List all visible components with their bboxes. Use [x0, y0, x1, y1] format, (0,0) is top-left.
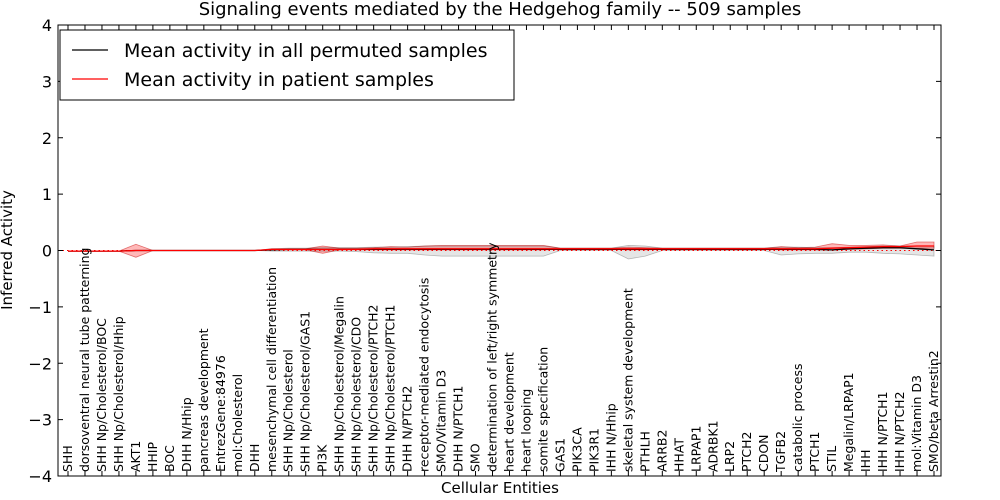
x-tick-label: DHH N/PTCH1 [451, 386, 466, 472]
x-tick-label: SHH Np/Cholesterol/BOC [94, 318, 109, 472]
x-tick-label: HHIP [145, 442, 160, 472]
x-tick-label: PI3K [315, 444, 330, 472]
y-tick-label: −3 [28, 411, 52, 430]
x-tick-label: SMO/beta Arrestin2 [926, 350, 941, 472]
x-tick-label: ADRBK1 [705, 420, 720, 472]
x-tick-label: ARRB2 [654, 430, 669, 472]
x-tick-label: PIK3R1 [586, 428, 601, 472]
x-tick-label: receptor-mediated endocytosis [417, 278, 432, 472]
x-tick-label: heart looping [518, 389, 533, 472]
x-tick-label: DHH [247, 444, 262, 472]
x-tick-label: mol:Cholesterol [230, 374, 245, 472]
y-tick-label: −2 [28, 354, 52, 373]
x-tick-label: mesenchymal cell differentiation [264, 267, 279, 472]
x-tick-label: LRPAP1 [688, 426, 703, 472]
y-tick-label: −4 [28, 467, 52, 486]
x-tick-label: BOC [162, 445, 177, 472]
x-tick-label: dorsoventral neural tube patterning [77, 247, 92, 472]
x-tick-label: TGFB2 [773, 431, 788, 473]
x-tick-label: pancreas development [196, 328, 211, 472]
y-axis: 4 3 2 1 0 −1 −2 −3 −4 [28, 16, 941, 486]
x-tick-label: IHH N/Hhip [603, 403, 618, 472]
x-tick-label: LRP2 [722, 441, 737, 472]
x-tick-label: EntrezGene:84976 [213, 355, 228, 472]
x-axis: SHH dorsoventral neural tube patterning SH… [60, 25, 941, 476]
x-tick-label: STIL [824, 446, 839, 472]
x-tick-label: SHH Np/Cholesterol/Hhip [111, 316, 126, 472]
x-tick-label: SHH Np/Cholesterol/GAS1 [298, 311, 313, 472]
x-tick-label: CDON [756, 434, 771, 472]
y-tick-label: −1 [28, 298, 52, 317]
x-tick-label: PTCH2 [739, 431, 754, 472]
x-tick-label: SHH Np/Cholesterol/Megalin [332, 296, 347, 472]
x-tick-label: somite specification [535, 347, 550, 472]
x-tick-label: SHH [60, 445, 75, 472]
x-axis-title: Cellular Entities [441, 479, 559, 497]
x-tick-label: SMO [468, 443, 483, 472]
x-tick-label: HHAT [671, 438, 686, 472]
legend-label-permuted: Mean activity in all permuted samples [124, 40, 487, 62]
x-tick-label: IHH N/PTCH2 [892, 391, 907, 472]
x-tick-label: Megalin/LRPAP1 [841, 372, 856, 472]
x-tick-label: skeletal system development [620, 288, 635, 472]
y-axis-title: Inferred Activity [0, 190, 16, 310]
x-tick-label: heart development [501, 352, 516, 472]
x-tick-label: mol:Vitamin D3 [909, 375, 924, 472]
y-tick-label: 2 [42, 129, 52, 148]
x-tick-label: SHH Np/Cholesterol/CDO [349, 317, 364, 472]
x-tick-label: PIK3CA [569, 427, 584, 472]
legend-box [59, 29, 515, 101]
chart-title: Signaling events mediated by the Hedgeho… [199, 0, 802, 20]
y-tick-label: 3 [42, 72, 52, 91]
legend: Mean activity in all permuted samples Me… [59, 29, 515, 101]
x-tick-label: PTCH1 [807, 431, 822, 472]
x-tick-label: catabolic process [790, 363, 805, 472]
x-tick-label: IHH [858, 450, 873, 473]
y-tick-label: 4 [42, 16, 52, 35]
y-tick-label: 1 [42, 185, 52, 204]
permuted-band [68, 244, 935, 260]
x-tick-label: PTHLH [637, 431, 652, 472]
x-tick-label: SHH Np/Cholesterol/PTCH1 [383, 305, 398, 473]
x-tick-label: SMO/Vitamin D3 [434, 370, 449, 472]
y-tick-label: 0 [42, 242, 52, 261]
x-tick-label: IHH N/PTCH1 [875, 391, 890, 472]
x-tick-label: DHH N/Hhip [179, 397, 194, 472]
x-tick-label: SHH Np/Cholesterol/PTCH2 [366, 304, 381, 472]
patient-mean-line [68, 245, 934, 252]
legend-label-patient: Mean activity in patient samples [124, 69, 434, 91]
x-tick-label: GAS1 [552, 438, 567, 472]
x-tick-label: SHH Np/Cholesterol [281, 349, 296, 472]
x-tick-label: determination of left/right symmetry [485, 242, 500, 472]
series-lines [58, 245, 941, 252]
x-tick-label: AKT1 [128, 441, 143, 472]
x-tick-label: DHH N/PTCH2 [400, 386, 415, 472]
